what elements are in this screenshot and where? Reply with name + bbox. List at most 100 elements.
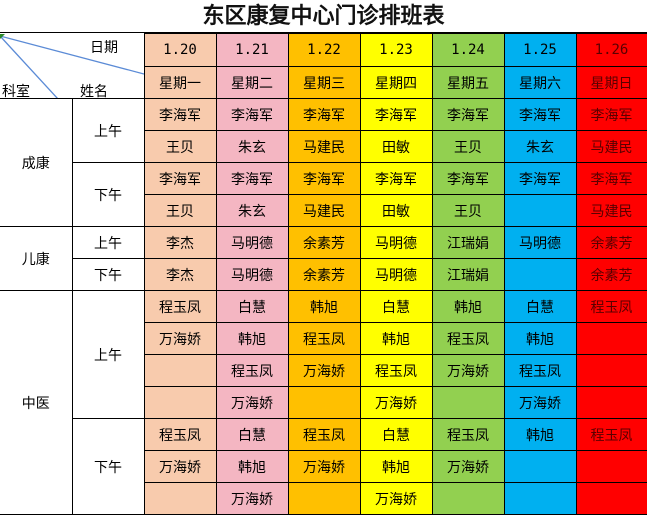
schedule-cell[interactable]: 朱玄 [503, 130, 577, 163]
schedule-cell[interactable]: 王贝 [143, 130, 217, 163]
table-row: 下午 李杰 马明德 余素芳 马明德 江瑞娟 余素芳 [0, 258, 647, 291]
schedule-cell[interactable] [287, 482, 361, 515]
table-row: 万海娇 韩旭 万海娇 韩旭 万海娇 [0, 450, 647, 483]
schedule-cell[interactable]: 田敏 [359, 194, 433, 227]
schedule-cell[interactable]: 李海军 [287, 98, 361, 131]
schedule-cell[interactable]: 马建民 [287, 194, 361, 227]
schedule-cell[interactable]: 李海军 [359, 162, 433, 195]
schedule-cell[interactable]: 万海娇 [143, 450, 217, 483]
weekday-header: 星期五 [431, 66, 505, 99]
schedule-cell[interactable]: 李海军 [503, 98, 577, 131]
date-header: 1.25 [503, 33, 577, 67]
schedule-cell[interactable]: 韩旭 [359, 322, 433, 355]
schedule-cell[interactable]: 万海娇 [215, 386, 289, 419]
schedule-cell[interactable]: 万海娇 [431, 354, 505, 387]
schedule-cell[interactable] [575, 354, 647, 387]
schedule-cell[interactable]: 韩旭 [359, 450, 433, 483]
schedule-cell[interactable]: 江瑞娟 [431, 258, 505, 291]
schedule-cell[interactable]: 程玉凤 [143, 418, 217, 451]
schedule-cell[interactable]: 李杰 [143, 258, 217, 291]
schedule-cell[interactable]: 李海军 [215, 98, 289, 131]
schedule-cell[interactable]: 程玉凤 [143, 290, 217, 323]
schedule-cell[interactable]: 李海军 [143, 162, 217, 195]
schedule-cell[interactable] [575, 482, 647, 515]
schedule-cell[interactable] [287, 386, 361, 419]
schedule-cell[interactable]: 马建民 [575, 130, 647, 163]
schedule-cell[interactable]: 程玉凤 [431, 322, 505, 355]
date-header: 1.24 [431, 33, 505, 67]
schedule-cell[interactable]: 李海军 [143, 98, 217, 131]
diagonal-lines [0, 33, 143, 98]
schedule-cell[interactable]: 马明德 [215, 226, 289, 259]
schedule-cell[interactable]: 韩旭 [287, 290, 361, 323]
schedule-cell[interactable] [503, 194, 577, 227]
schedule-cell[interactable]: 王贝 [143, 194, 217, 227]
schedule-cell[interactable]: 程玉凤 [287, 418, 361, 451]
schedule-cell[interactable]: 余素芳 [575, 226, 647, 259]
schedule-cell[interactable]: 程玉凤 [575, 290, 647, 323]
schedule-cell[interactable]: 李海军 [431, 98, 505, 131]
schedule-cell[interactable]: 万海娇 [431, 450, 505, 483]
schedule-cell[interactable]: 马明德 [359, 258, 433, 291]
schedule-cell[interactable]: 马明德 [215, 258, 289, 291]
schedule-cell[interactable]: 李海军 [503, 162, 577, 195]
schedule-cell[interactable] [503, 450, 577, 483]
schedule-cell[interactable]: 万海娇 [503, 386, 577, 419]
schedule-cell[interactable] [575, 450, 647, 483]
schedule-cell[interactable]: 程玉凤 [215, 354, 289, 387]
schedule-cell[interactable]: 韩旭 [215, 450, 289, 483]
schedule-cell[interactable]: 李海军 [287, 162, 361, 195]
schedule-cell[interactable]: 白慧 [503, 290, 577, 323]
schedule-cell[interactable]: 李海军 [431, 162, 505, 195]
schedule-cell[interactable]: 马建民 [287, 130, 361, 163]
schedule-cell[interactable]: 程玉凤 [287, 322, 361, 355]
schedule-cell[interactable] [575, 322, 647, 355]
schedule-cell[interactable]: 马明德 [503, 226, 577, 259]
department-cell: 儿康 [0, 226, 73, 291]
schedule-cell[interactable]: 白慧 [215, 418, 289, 451]
schedule-cell[interactable]: 李杰 [143, 226, 217, 259]
schedule-cell[interactable]: 江瑞娟 [431, 226, 505, 259]
schedule-cell[interactable]: 田敏 [359, 130, 433, 163]
schedule-cell[interactable]: 余素芳 [287, 258, 361, 291]
schedule-cell[interactable]: 万海娇 [215, 482, 289, 515]
schedule-cell[interactable]: 韩旭 [215, 322, 289, 355]
schedule-cell[interactable]: 万海娇 [287, 450, 361, 483]
schedule-cell[interactable]: 李海军 [359, 98, 433, 131]
schedule-cell[interactable] [143, 354, 217, 387]
schedule-cell[interactable]: 程玉凤 [359, 354, 433, 387]
schedule-cell[interactable]: 李海军 [575, 162, 647, 195]
schedule-cell[interactable]: 余素芳 [287, 226, 361, 259]
schedule-cell[interactable] [503, 258, 577, 291]
schedule-cell[interactable]: 王贝 [431, 194, 505, 227]
schedule-cell[interactable]: 万海娇 [359, 482, 433, 515]
schedule-cell[interactable]: 余素芳 [575, 258, 647, 291]
schedule-cell[interactable] [143, 482, 217, 515]
schedule-cell[interactable]: 白慧 [359, 290, 433, 323]
schedule-cell[interactable]: 朱玄 [215, 130, 289, 163]
schedule-cell[interactable]: 朱玄 [215, 194, 289, 227]
schedule-cell[interactable]: 白慧 [215, 290, 289, 323]
table-row: 儿康 上午 李杰 马明德 余素芳 马明德 江瑞娟 马明德 余素芳 [0, 226, 647, 291]
schedule-cell[interactable]: 程玉凤 [431, 418, 505, 451]
schedule-cell[interactable]: 马明德 [359, 226, 433, 259]
schedule-cell[interactable] [503, 482, 577, 515]
schedule-cell[interactable] [431, 386, 505, 419]
schedule-cell[interactable]: 马建民 [575, 194, 647, 227]
schedule-cell[interactable]: 程玉凤 [575, 418, 647, 451]
schedule-cell[interactable]: 程玉凤 [503, 354, 577, 387]
schedule-cell[interactable]: 韩旭 [431, 290, 505, 323]
schedule-cell[interactable] [431, 482, 505, 515]
schedule-cell[interactable]: 万海娇 [287, 354, 361, 387]
schedule-cell[interactable]: 李海军 [215, 162, 289, 195]
schedule-cell[interactable] [143, 386, 217, 419]
schedule-cell[interactable]: 万海娇 [359, 386, 433, 419]
period-cell: 上午 [71, 226, 145, 259]
schedule-cell[interactable]: 白慧 [359, 418, 433, 451]
schedule-cell[interactable]: 韩旭 [503, 322, 577, 355]
schedule-cell[interactable] [575, 386, 647, 419]
schedule-cell[interactable]: 王贝 [431, 130, 505, 163]
schedule-cell[interactable]: 韩旭 [503, 418, 577, 451]
schedule-cell[interactable]: 李海军 [575, 98, 647, 131]
schedule-cell[interactable]: 万海娇 [143, 322, 217, 355]
